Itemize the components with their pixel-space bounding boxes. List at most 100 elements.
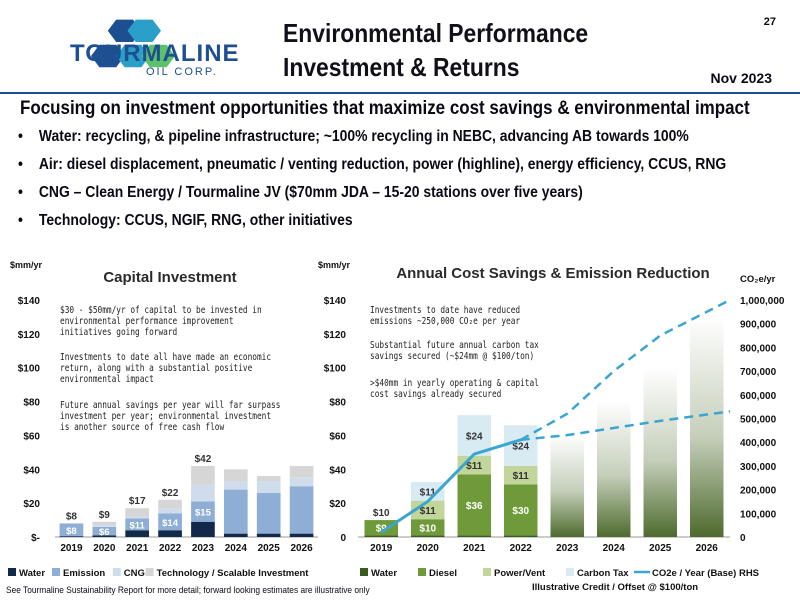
y-right-tick-label: 900,000 <box>740 320 777 331</box>
bar-cng-2023 <box>191 484 215 502</box>
legend-label: Water <box>371 568 397 579</box>
legend-swatch <box>145 568 154 576</box>
bar-diesel-2021 <box>457 474 491 536</box>
bar-water-2023 <box>191 521 215 537</box>
y-axis-label: $mm/yr <box>318 260 351 270</box>
y-tick-label: $140 <box>324 296 347 307</box>
chart-title: Annual Cost Savings & Emission Reduction <box>396 265 709 282</box>
page-title-line1: Environmental Performance <box>283 18 589 48</box>
y-right-tick-label: 100,000 <box>740 509 777 520</box>
bullet-air: • Air: diesel displacement, pneumatic / v… <box>18 156 727 173</box>
bar-segment-label: $11 <box>466 461 483 472</box>
y-right-axis-label: CO₂e/yr <box>740 274 776 285</box>
bar-segment-label: $6 <box>99 527 110 538</box>
y-right-tick-label: 0 <box>740 533 746 544</box>
bar-water-2026 <box>289 533 314 537</box>
co2-line <box>380 438 522 534</box>
bar-segment-label: $24 <box>512 442 529 453</box>
bar-emission-2024 <box>223 489 248 534</box>
legend-label: Power/Vent <box>494 568 546 579</box>
x-tick-label: 2022 <box>159 543 182 554</box>
co2-projection-line <box>520 410 731 442</box>
legend-label: CO2e / Year (Base) RHS <box>652 568 759 579</box>
y-tick-label: $120 <box>324 330 347 341</box>
page-title-line2: Investment & Returns <box>283 52 520 82</box>
bar-diesel-2020 <box>411 519 445 536</box>
bar-total-label: $9 <box>99 510 111 521</box>
bar-illustrative-2024 <box>597 401 631 537</box>
date-label: Nov 2023 <box>710 70 772 86</box>
y-tick-label: $120 <box>18 330 41 341</box>
bar-emission-2025 <box>256 492 281 534</box>
x-tick-label: 2019 <box>370 543 393 554</box>
bar-carbon-2020 <box>411 481 445 501</box>
y-axis-label: $mm/yr <box>10 260 43 270</box>
x-tick-label: 2026 <box>696 543 719 554</box>
bar-segment-label: $10 <box>419 523 436 534</box>
right-note-1: Investments to date have reduced emissio… <box>370 305 521 327</box>
x-tick-label: 2022 <box>510 543 533 554</box>
bar-segment-label: $15 <box>195 508 212 519</box>
co2-projection-line <box>520 298 731 441</box>
bar-water-2020 <box>92 535 117 537</box>
bar-water-2021 <box>125 530 150 537</box>
y-tick-label: 0 <box>340 533 346 544</box>
x-tick-label: 2025 <box>649 543 672 554</box>
legend-label: Carbon Tax <box>577 568 629 579</box>
x-tick-label: 2020 <box>93 543 116 554</box>
y-right-tick-label: 600,000 <box>740 391 777 402</box>
bar-emission-2022 <box>158 513 182 531</box>
bar-total-label: $17 <box>129 496 146 507</box>
bar-cng-2020 <box>92 525 117 527</box>
y-right-tick-label: 500,000 <box>740 415 777 426</box>
footnote: See Tourmaline Sustainability Report for… <box>6 585 370 596</box>
y-right-tick-label: 1,000,000 <box>740 296 785 307</box>
bar-segment-label: $11 <box>420 487 437 498</box>
legend-swatch <box>360 568 368 576</box>
bar-water-2022 <box>504 535 538 537</box>
bar-diesel-2019 <box>364 520 398 536</box>
bar-emission-2020 <box>92 526 117 536</box>
y-tick-label: $80 <box>23 398 40 409</box>
bar-water-2025 <box>256 533 281 537</box>
right-note-3: >$40mm in yearly operating & capital cos… <box>370 378 539 400</box>
bullet-cng: • CNG – Clean Energy / Tourmaline JV ($70… <box>18 184 583 201</box>
bar-segment-label: $9 <box>376 524 388 535</box>
x-tick-label: 2021 <box>463 543 486 554</box>
y-tick-label: $- <box>31 533 40 544</box>
x-tick-label: 2021 <box>126 543 149 554</box>
bar-technology-2025 <box>256 476 281 482</box>
header-divider <box>0 92 800 94</box>
x-tick-label: 2024 <box>603 543 626 554</box>
bar-segment-label: $30 <box>512 506 529 517</box>
legend-label: Illustrative Credit / Offset @ $100/ton <box>532 582 698 593</box>
bar-cng-2021 <box>125 516 150 519</box>
x-tick-label: 2023 <box>556 543 579 554</box>
bar-water-2020 <box>411 535 445 537</box>
x-tick-label: 2024 <box>225 543 248 554</box>
bar-diesel-2022 <box>504 484 538 536</box>
legend-label: Diesel <box>429 568 457 579</box>
legend-label: CNG <box>124 568 145 579</box>
bar-segment-label: $11 <box>513 471 530 482</box>
logo-wordmark: TOURMALINE <box>70 40 240 67</box>
legend-label: Technology / Scalable Investment <box>157 568 310 579</box>
y-tick-label: $60 <box>329 431 346 442</box>
bar-emission-2019 <box>59 523 84 537</box>
right-note-2: Substantial future annual carbon tax sav… <box>370 340 539 362</box>
y-right-tick-label: 700,000 <box>740 367 777 378</box>
y-right-tick-label: 800,000 <box>740 343 777 354</box>
bullet-technology: • Technology: CCUS, NGIF, RNG, other init… <box>18 212 353 229</box>
legend-swatch <box>418 568 426 576</box>
chart-title: Capital Investment <box>103 269 236 286</box>
bar-water-2021 <box>457 535 491 537</box>
bar-illustrative-2026 <box>690 316 724 537</box>
bar-water-2019 <box>59 536 84 537</box>
bar-total-label: $22 <box>162 488 179 499</box>
bar-cng-2022 <box>158 508 182 514</box>
bar-technology-2026 <box>289 465 314 478</box>
legend-swatch <box>566 568 574 576</box>
x-tick-label: 2019 <box>60 543 83 554</box>
bar-total-label: $8 <box>66 511 78 522</box>
